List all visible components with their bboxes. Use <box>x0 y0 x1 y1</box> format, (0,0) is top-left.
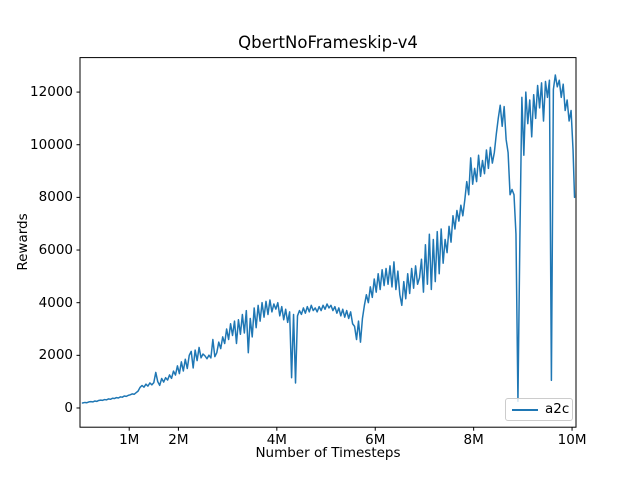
legend-line-sample <box>512 408 538 411</box>
y-tick-label-2000: 2000 <box>38 347 73 364</box>
y-tick-label-10000: 10000 <box>30 136 73 153</box>
x-axis-label: Number of Timesteps <box>255 445 401 461</box>
x-tick-label-8M: 8M <box>463 431 484 448</box>
y-tick-label-8000: 8000 <box>38 189 73 206</box>
y-axis-label: Rewards <box>15 213 31 271</box>
x-tick-label-10M: 10M <box>557 431 587 448</box>
y-tick-label-12000: 12000 <box>30 84 73 101</box>
x-tick-label-1M: 1M <box>119 431 140 448</box>
x-tick-label-6M: 6M <box>365 431 386 448</box>
series-line-a2c <box>81 74 576 404</box>
legend-label-a2c: a2c <box>545 401 570 417</box>
x-tick-label-4M: 4M <box>266 431 287 448</box>
legend: a2c <box>505 398 573 421</box>
chart-title: QbertNoFrameskip-v4 <box>238 33 418 52</box>
y-tick-label-0: 0 <box>64 399 73 416</box>
x-tick-label-2M: 2M <box>168 431 189 448</box>
y-tick-label-4000: 4000 <box>38 294 73 311</box>
y-tick-label-6000: 6000 <box>38 242 73 259</box>
axes-spines <box>79 57 577 428</box>
